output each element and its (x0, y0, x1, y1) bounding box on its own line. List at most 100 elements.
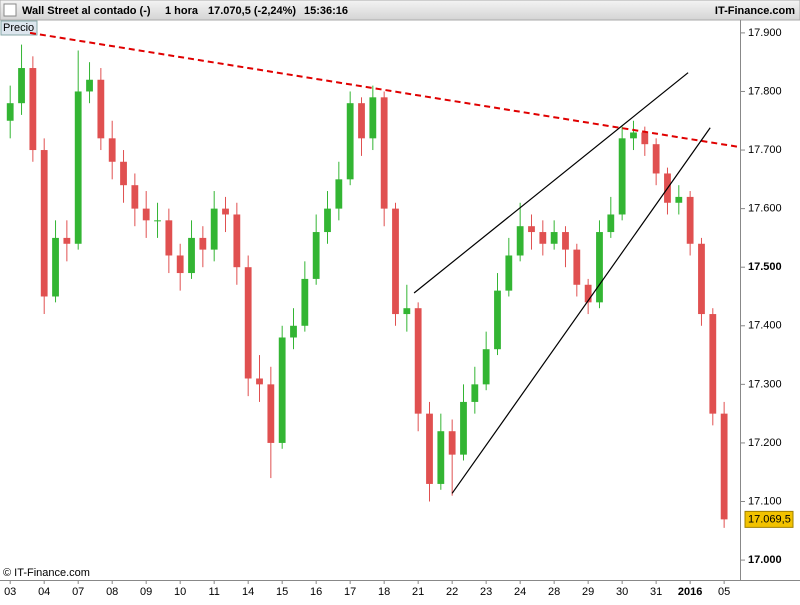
header-bar (0, 0, 800, 21)
x-tick-label: 22 (446, 586, 458, 598)
candle-body (596, 232, 603, 303)
candle-body (267, 384, 275, 443)
y-tick-label: 17.800 (748, 85, 782, 97)
candle-body (709, 314, 717, 414)
candle-body (550, 232, 558, 244)
y-tick-label: 17.700 (748, 144, 782, 156)
candle-body (573, 249, 581, 285)
candle-body (392, 208, 399, 315)
candle-body (40, 150, 48, 297)
candle-body (97, 79, 105, 139)
x-tick-label: 21 (412, 586, 424, 598)
x-tick-label: 31 (650, 586, 662, 598)
candle-body (539, 232, 547, 244)
x-tick-label: 17 (344, 586, 356, 598)
candle-body (448, 431, 456, 455)
candle-body (686, 196, 694, 244)
brand: IT-Finance.com (715, 5, 795, 17)
y-tick-label: 17.300 (748, 378, 782, 390)
candle-body (210, 208, 218, 250)
candle-body (165, 220, 173, 256)
last-price-tag (744, 510, 794, 528)
candle-body (324, 208, 331, 233)
candle-body (222, 208, 229, 215)
candle-body (18, 68, 25, 104)
candle-body (380, 97, 388, 209)
candle-body (335, 179, 343, 209)
candle-body (437, 431, 445, 484)
x-tick-label: 08 (106, 586, 118, 598)
candle-body (52, 237, 59, 297)
candle-body (301, 278, 309, 326)
candle-body (74, 91, 82, 244)
candle-body (528, 226, 535, 233)
candle-body (369, 97, 377, 139)
x-tick-label: 23 (480, 586, 492, 598)
x-tick-label: 10 (174, 586, 186, 598)
candle-body (256, 378, 263, 385)
candle-body (278, 337, 286, 443)
candle-body (312, 232, 320, 279)
candle-body (698, 243, 705, 315)
candle-body (641, 132, 649, 145)
x-tick-label: 15 (276, 586, 288, 598)
candle-body (403, 308, 411, 315)
x-tick-label: 09 (140, 586, 152, 598)
candle-body (233, 214, 241, 268)
instrument-title: Wall Street al contado (-) (22, 5, 151, 17)
x-tick-label: 18 (378, 586, 390, 598)
y-tick-label: 17.200 (748, 437, 782, 449)
candle-body (618, 138, 626, 215)
candle-body (720, 413, 728, 520)
candle-body (630, 132, 637, 139)
candle-body (188, 237, 195, 274)
candle-body (562, 232, 569, 250)
quote: 17.070,5 (-2,24%) (208, 5, 296, 17)
candle-body (426, 413, 433, 484)
candle-body (244, 267, 252, 379)
candle-body (414, 308, 422, 414)
panel-label-box (0, 20, 38, 36)
y-tick-label: 17.500 (748, 261, 782, 273)
x-tick-label: 07 (72, 586, 84, 598)
x-tick-label: 04 (38, 586, 50, 598)
candle-body (482, 349, 490, 385)
candle-body (584, 284, 592, 303)
panel-label: Precio (3, 22, 34, 34)
candle-body (505, 255, 513, 291)
y-tick-label: 17.100 (748, 495, 782, 507)
x-tick-label: 11 (208, 586, 219, 598)
candle-body (154, 220, 161, 222)
candle-body (199, 237, 207, 250)
y-tick-label: 17.600 (748, 203, 782, 215)
x-tick-label: 14 (242, 586, 254, 598)
candle-body (652, 144, 660, 174)
candle-body (63, 237, 71, 244)
candle-body (607, 214, 615, 233)
candle-body (494, 290, 501, 350)
y-tick-label: 17.900 (748, 27, 782, 39)
candle-body (675, 196, 683, 203)
candle-body (131, 185, 139, 209)
trend-line (413, 72, 689, 294)
candle-body (460, 401, 467, 455)
candle-body (346, 103, 354, 180)
candle-body (6, 103, 14, 121)
candle-body (142, 208, 150, 221)
x-tick-label: 05 (718, 586, 730, 598)
candle-body (176, 255, 184, 274)
y-tick-label: 17.400 (748, 320, 782, 332)
candle-body (120, 161, 127, 186)
candle-body (29, 68, 37, 151)
x-tick-label: 2016 (678, 586, 702, 598)
candle-body (290, 325, 297, 338)
header-icon[interactable] (3, 3, 17, 17)
interval: 1 hora (165, 5, 199, 17)
x-tick-label: 29 (582, 586, 594, 598)
x-tick-label: 28 (548, 586, 560, 598)
candle-body (108, 138, 116, 162)
x-tick-label: 03 (4, 586, 16, 598)
candle-body (471, 384, 479, 402)
